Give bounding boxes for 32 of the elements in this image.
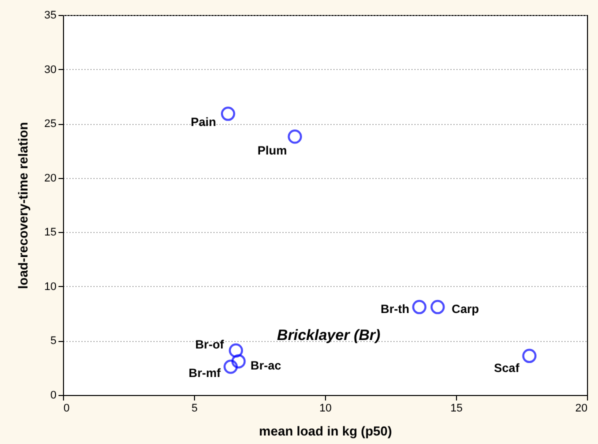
annotation: Scaf: [494, 360, 520, 375]
y-tick-label: 10: [44, 280, 56, 293]
point: [430, 300, 445, 314]
point: [224, 360, 238, 374]
x-tick-label: 5: [191, 402, 198, 414]
annotation: Plum: [258, 144, 287, 158]
x-tick-label: 0: [64, 402, 70, 414]
y-tick-label: 15: [44, 226, 56, 239]
annotation: Br-th: [380, 302, 410, 316]
y-tick-label: 35: [44, 10, 56, 22]
annotation: Carp: [452, 302, 480, 316]
x-axis-title: mean load in kg (p50): [259, 424, 392, 438]
annotation: Pain: [190, 114, 216, 129]
point: [231, 354, 246, 368]
point: [228, 343, 244, 358]
annotation: Bricklayer (Br): [277, 327, 380, 344]
annotation: Br-mf: [188, 366, 222, 380]
y-tick-label: 0: [50, 390, 56, 402]
y-axis-title: load-recovery-time relation: [15, 122, 30, 289]
point: [522, 348, 536, 364]
point: [288, 129, 302, 144]
x-tick-label: 20: [575, 402, 588, 414]
annotation: Br-ac: [250, 358, 282, 372]
x-tick-label: 15: [450, 402, 463, 414]
y-tick-label: 30: [44, 64, 56, 76]
y-tick-label: 20: [44, 172, 56, 184]
point: [220, 106, 236, 121]
y-tick-label: 25: [44, 118, 56, 130]
x-tick-label: 10: [319, 402, 332, 414]
y-tick-label: 5: [50, 335, 56, 348]
point: [412, 300, 426, 314]
annotation: Br-of: [195, 337, 225, 352]
